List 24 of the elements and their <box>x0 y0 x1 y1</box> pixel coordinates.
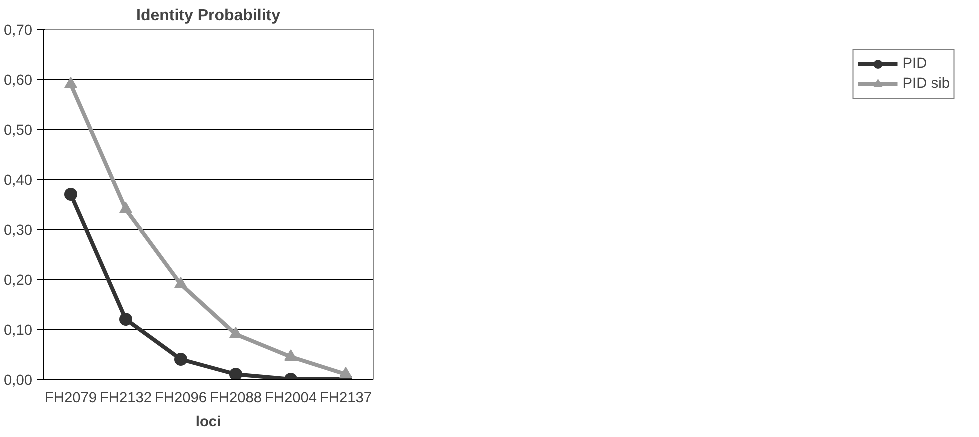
point <box>174 277 188 288</box>
x-axis-title: loci <box>196 414 222 430</box>
y-tick-label: 0,70 <box>4 23 33 39</box>
x-tick-label: FH2079 <box>44 390 98 406</box>
point <box>340 367 352 378</box>
y-tick-label: 0,50 <box>4 123 33 139</box>
y-tick-label: 0,30 <box>4 223 33 239</box>
x-tick-label: FH2137 <box>320 390 372 406</box>
chart-title: Identity Probability <box>136 8 281 24</box>
x-tick-label: FH2096 <box>154 390 208 406</box>
legend-label: PID sib <box>902 76 950 92</box>
point <box>284 350 298 361</box>
x-tick-label: FH2132 <box>100 390 152 406</box>
y-tick-label: 0,40 <box>4 173 33 189</box>
point <box>64 77 78 88</box>
y-tick-label: 0,60 <box>4 73 33 89</box>
point <box>120 202 132 214</box>
y-tick-label: 0,10 <box>4 323 33 339</box>
y-tick-label: 0,20 <box>4 273 33 289</box>
point <box>230 368 242 380</box>
x-tick-label: FH2004 <box>264 390 318 406</box>
y-tick-label: 0,00 <box>4 373 33 389</box>
legend-label: PID <box>902 56 928 72</box>
x-tick-label: FH2088 <box>210 390 262 406</box>
